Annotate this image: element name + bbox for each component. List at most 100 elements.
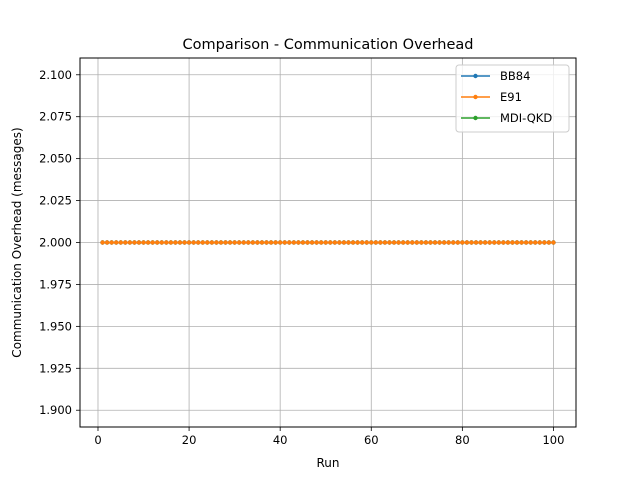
x-tick-label: 80: [455, 433, 470, 447]
data-point: [141, 240, 146, 245]
legend-entry: MDI-QKD: [461, 111, 552, 125]
data-point: [546, 240, 552, 245]
y-tick-label: 1.925: [39, 361, 72, 375]
data-point: [214, 240, 219, 245]
data-point: [414, 240, 420, 245]
data-point: [273, 240, 278, 245]
data-point: [236, 240, 242, 245]
data-point: [473, 240, 479, 245]
data-point: [323, 240, 328, 245]
data-point: [519, 240, 524, 245]
data-point: [387, 240, 392, 245]
x-tick-label: 60: [364, 433, 379, 447]
data-point: [382, 240, 388, 245]
data-point: [373, 240, 379, 245]
data-point: [195, 240, 201, 245]
data-point: [492, 240, 497, 245]
data-point: [118, 240, 123, 245]
data-point: [551, 240, 556, 245]
data-point: [455, 240, 461, 245]
data-point: [364, 240, 369, 245]
data-point: [314, 240, 319, 245]
series-e91: [100, 240, 556, 245]
y-tick-label: 2.000: [39, 236, 72, 250]
data-point: [223, 240, 228, 245]
y-tick-label: 1.950: [39, 319, 72, 333]
data-point: [300, 240, 306, 245]
data-point: [259, 240, 265, 245]
data-point: [328, 240, 333, 245]
data-point: [177, 240, 183, 245]
data-point: [136, 240, 142, 245]
data-point: [341, 240, 347, 245]
data-point: [391, 240, 397, 245]
data-point: [432, 240, 438, 245]
data-point: [419, 240, 424, 245]
legend-label: E91: [500, 90, 522, 104]
legend-entry: BB84: [461, 69, 530, 83]
data-point: [232, 240, 237, 245]
y-tick-label: 2.050: [39, 152, 72, 166]
data-point: [150, 240, 155, 245]
data-point: [505, 240, 511, 245]
y-tick-label: 2.100: [39, 68, 72, 82]
legend-box: [455, 64, 570, 133]
data-point: [282, 240, 287, 245]
data-point: [155, 240, 160, 245]
data-point: [218, 240, 224, 245]
legend: BB84 E91 MDI-QKD: [455, 64, 570, 133]
data-point: [277, 240, 283, 245]
x-tick-label: 20: [182, 433, 197, 447]
data-point: [423, 240, 429, 245]
legend-label: BB84: [500, 69, 530, 83]
data-point: [109, 240, 114, 245]
data-point: [332, 240, 338, 245]
data-point: [514, 240, 520, 245]
data-point: [350, 240, 356, 245]
data-point: [482, 240, 488, 245]
data-point: [396, 240, 401, 245]
data-point: [528, 240, 533, 245]
data-point: [487, 240, 492, 245]
data-point: [145, 240, 151, 245]
data-point: [533, 240, 538, 245]
data-point: [428, 240, 433, 245]
data-point: [241, 240, 246, 245]
data-point: [255, 240, 260, 245]
legend-marker: [473, 115, 478, 121]
data-point: [205, 240, 210, 245]
data-point: [191, 240, 196, 245]
data-point: [523, 240, 529, 245]
data-point: [446, 240, 451, 245]
data-point: [159, 240, 164, 245]
y-axis-label: Communication Overhead (messages): [10, 127, 24, 357]
x-tick-label: 100: [542, 433, 564, 447]
data-point: [309, 240, 315, 245]
data-point: [246, 240, 251, 245]
data-point: [451, 240, 456, 245]
data-point: [405, 240, 410, 245]
data-point: [250, 240, 256, 245]
data-point: [346, 240, 351, 245]
data-point: [441, 240, 447, 245]
data-point: [209, 240, 215, 245]
x-tick-label: 40: [273, 433, 288, 447]
data-point: [510, 240, 515, 245]
data-point: [104, 240, 110, 245]
data-point: [378, 240, 383, 245]
x-axis-ticks: 0 20 40 60 80 100: [94, 427, 564, 447]
data-point: [227, 240, 233, 245]
data-point: [337, 240, 342, 245]
legend-label: MDI-QKD: [500, 111, 552, 125]
data-point: [501, 240, 506, 245]
data-point: [173, 240, 178, 245]
data-point: [100, 240, 105, 245]
data-point: [478, 240, 483, 245]
data-point: [496, 240, 501, 245]
data-point: [123, 240, 128, 245]
data-point: [355, 240, 360, 245]
legend-marker: [473, 94, 478, 100]
data-point: [437, 240, 442, 245]
data-point: [287, 240, 292, 245]
